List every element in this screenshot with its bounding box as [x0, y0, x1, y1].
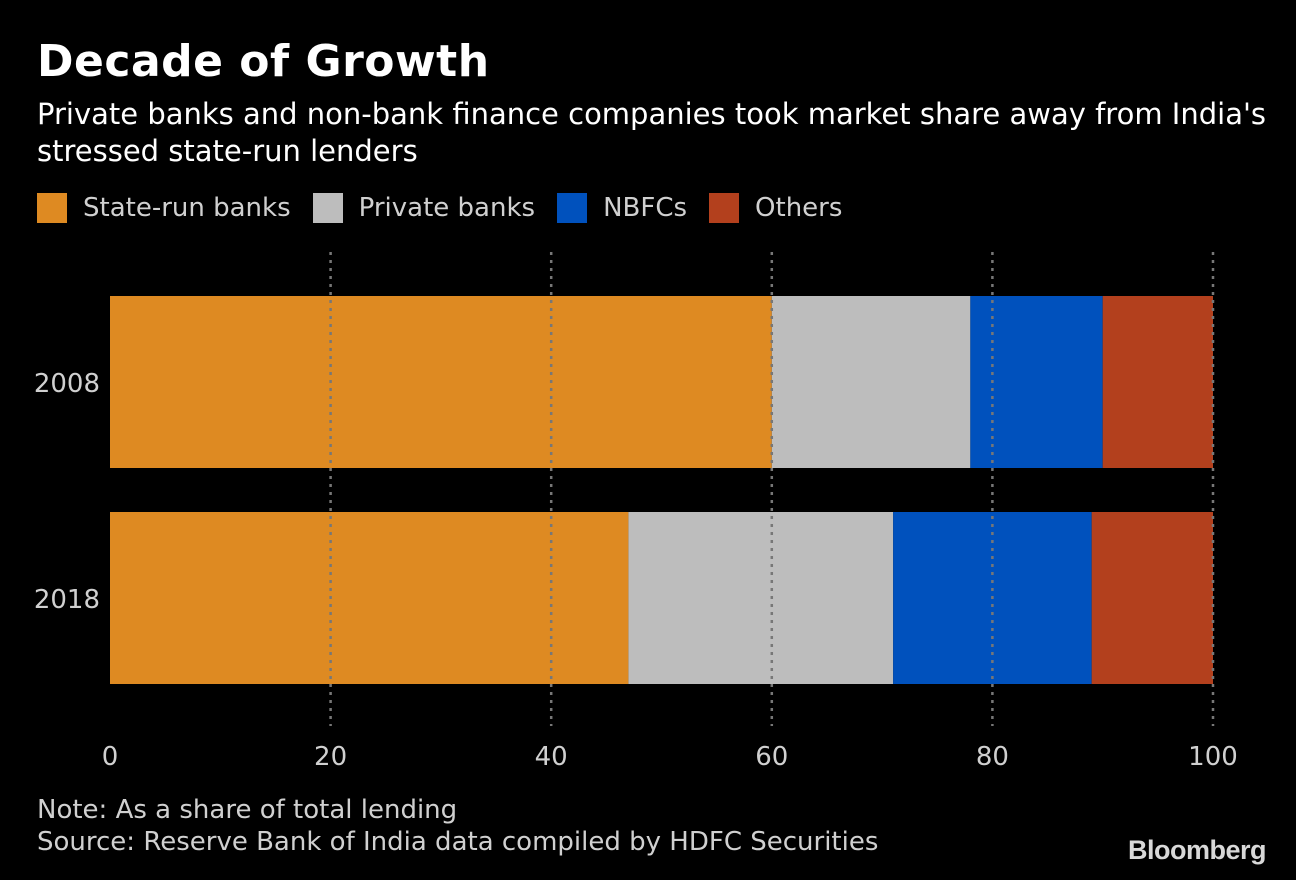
bar-segment-2018-others [1091, 512, 1213, 684]
x-tick-label: 40 [535, 742, 568, 772]
bar-segment-2008-private-banks [771, 296, 971, 468]
bar-segment-2008-state-run-banks [110, 296, 772, 468]
x-tick-label: 60 [755, 742, 788, 772]
y-tick-label: 2008 [34, 369, 100, 399]
x-tick-label: 20 [314, 742, 347, 772]
y-tick-label: 2018 [34, 585, 100, 615]
x-tick-label: 0 [102, 742, 119, 772]
chart-subtitle: Private banks and non-bank finance compa… [37, 97, 1267, 168]
legend: State-run banks Private banks NBFCs Othe… [37, 193, 864, 223]
x-tick-label: 100 [1188, 742, 1238, 772]
bloomberg-logo: Bloomberg [1128, 835, 1267, 865]
legend-swatch [557, 193, 588, 223]
note-text: Note: As a share of total lending [37, 795, 458, 825]
legend-label: NBFCs [603, 193, 688, 223]
legend-swatch [709, 193, 740, 223]
bar-segment-2018-private-banks [628, 512, 894, 684]
legend-item-state-run-banks: State-run banks [37, 193, 291, 223]
legend-item-others: Others [709, 193, 842, 223]
bar-segment-2008-nbfcs [970, 296, 1103, 468]
bar-segment-2008-others [1102, 296, 1213, 468]
legend-swatch [312, 193, 343, 223]
legend-swatch [37, 193, 67, 223]
bar-segment-2018-state-run-banks [110, 512, 629, 684]
legend-label: State-run banks [83, 193, 291, 223]
legend-item-private-banks: Private banks [312, 193, 536, 223]
chart-title: Decade of Growth [37, 36, 490, 87]
source-text: Source: Reserve Bank of India data compi… [37, 827, 879, 857]
legend-item-nbfcs: NBFCs [557, 193, 687, 223]
chart-footer: Note: As a share of total lending Source… [37, 794, 878, 858]
legend-label: Others [755, 193, 843, 223]
legend-label: Private banks [358, 193, 536, 223]
x-tick-label: 80 [976, 742, 1009, 772]
